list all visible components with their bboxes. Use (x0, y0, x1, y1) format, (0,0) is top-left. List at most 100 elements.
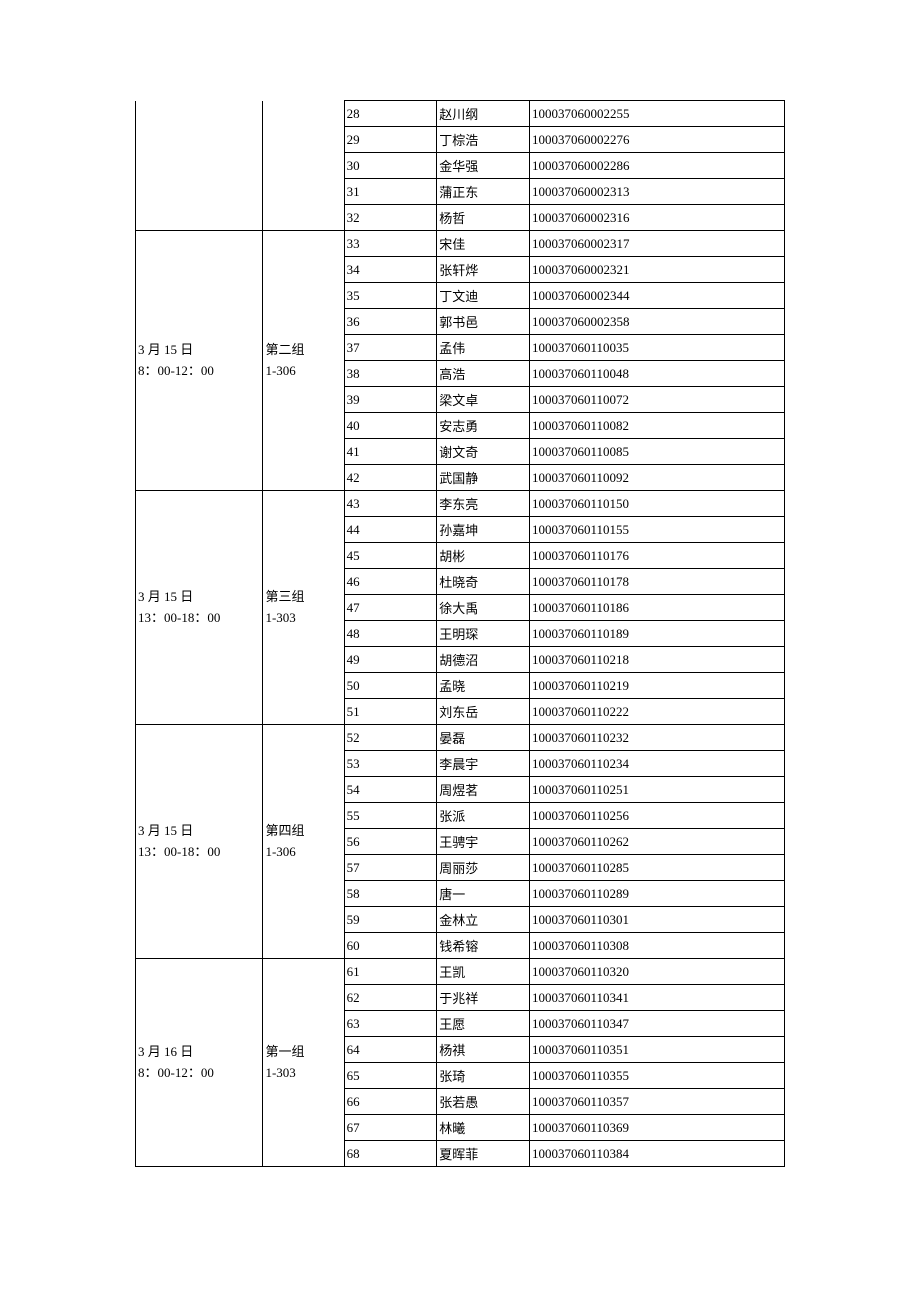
time-label: 13：00-18：00 (138, 608, 260, 629)
person-id: 100037060110320 (529, 959, 784, 985)
schedule-table: 28赵川纲10003706000225529丁棕浩100037060002276… (135, 100, 785, 1167)
person-name: 周丽莎 (437, 855, 530, 881)
sequence-number: 37 (344, 335, 437, 361)
person-id: 100037060110186 (529, 595, 784, 621)
person-name: 杨哲 (437, 205, 530, 231)
person-name: 高浩 (437, 361, 530, 387)
person-id: 100037060002321 (529, 257, 784, 283)
person-id: 100037060110035 (529, 335, 784, 361)
person-name: 于兆祥 (437, 985, 530, 1011)
person-name: 谢文奇 (437, 439, 530, 465)
table-row: 3 月 15 日13：00-18：00第四组1-30652晏磊100037060… (136, 725, 785, 751)
person-id: 100037060110189 (529, 621, 784, 647)
person-id: 100037060110347 (529, 1011, 784, 1037)
time-label: 13：00-18：00 (138, 842, 260, 863)
sequence-number: 60 (344, 933, 437, 959)
sequence-number: 50 (344, 673, 437, 699)
person-id: 100037060110234 (529, 751, 784, 777)
person-name: 武国静 (437, 465, 530, 491)
sequence-number: 58 (344, 881, 437, 907)
date-time-cell: 3 月 16 日8：00-12：00 (136, 959, 263, 1167)
person-name: 赵川纲 (437, 101, 530, 127)
sequence-number: 59 (344, 907, 437, 933)
sequence-number: 56 (344, 829, 437, 855)
person-id: 100037060110355 (529, 1063, 784, 1089)
sequence-number: 32 (344, 205, 437, 231)
date-time-cell: 3 月 15 日8：00-12：00 (136, 231, 263, 491)
sequence-number: 47 (344, 595, 437, 621)
person-id: 100037060110048 (529, 361, 784, 387)
date-time-cell: 3 月 15 日13：00-18：00 (136, 491, 263, 725)
group-room-cell: 第三组1-303 (263, 491, 344, 725)
person-id: 100037060110369 (529, 1115, 784, 1141)
room-label: 1-303 (265, 608, 341, 629)
person-id: 100037060002358 (529, 309, 784, 335)
person-name: 张琦 (437, 1063, 530, 1089)
sequence-number: 46 (344, 569, 437, 595)
sequence-number: 30 (344, 153, 437, 179)
sequence-number: 41 (344, 439, 437, 465)
person-id: 100037060110176 (529, 543, 784, 569)
person-id: 100037060110251 (529, 777, 784, 803)
group-label: 第四组 (265, 821, 341, 842)
person-name: 张轩烨 (437, 257, 530, 283)
person-id: 100037060110092 (529, 465, 784, 491)
person-id: 100037060110155 (529, 517, 784, 543)
sequence-number: 38 (344, 361, 437, 387)
sequence-number: 29 (344, 127, 437, 153)
person-id: 100037060110357 (529, 1089, 784, 1115)
person-name: 孟伟 (437, 335, 530, 361)
date-time-cell (136, 101, 263, 231)
person-name: 晏磊 (437, 725, 530, 751)
person-id: 100037060110178 (529, 569, 784, 595)
sequence-number: 34 (344, 257, 437, 283)
person-name: 林曦 (437, 1115, 530, 1141)
date-time-cell: 3 月 15 日13：00-18：00 (136, 725, 263, 959)
sequence-number: 61 (344, 959, 437, 985)
sequence-number: 39 (344, 387, 437, 413)
person-id: 100037060110384 (529, 1141, 784, 1167)
person-id: 100037060110072 (529, 387, 784, 413)
person-id: 100037060110301 (529, 907, 784, 933)
sequence-number: 55 (344, 803, 437, 829)
date-label: 3 月 15 日 (138, 821, 260, 842)
person-id: 100037060002344 (529, 283, 784, 309)
room-label: 1-306 (265, 842, 341, 863)
person-name: 唐一 (437, 881, 530, 907)
sequence-number: 33 (344, 231, 437, 257)
person-id: 100037060002286 (529, 153, 784, 179)
sequence-number: 65 (344, 1063, 437, 1089)
time-label: 8：00-12：00 (138, 361, 260, 382)
person-id: 100037060002276 (529, 127, 784, 153)
person-id: 100037060110218 (529, 647, 784, 673)
room-label: 1-306 (265, 361, 341, 382)
person-name: 王愿 (437, 1011, 530, 1037)
table-row: 28赵川纲100037060002255 (136, 101, 785, 127)
person-id: 100037060110219 (529, 673, 784, 699)
person-name: 钱希镕 (437, 933, 530, 959)
person-name: 金林立 (437, 907, 530, 933)
person-name: 宋佳 (437, 231, 530, 257)
person-id: 100037060002313 (529, 179, 784, 205)
group-room-cell (263, 101, 344, 231)
group-label: 第二组 (265, 340, 341, 361)
sequence-number: 66 (344, 1089, 437, 1115)
group-room-cell: 第四组1-306 (263, 725, 344, 959)
person-name: 李晨宇 (437, 751, 530, 777)
group-room-cell: 第一组1-303 (263, 959, 344, 1167)
date-label: 3 月 16 日 (138, 1042, 260, 1063)
person-name: 梁文卓 (437, 387, 530, 413)
sequence-number: 45 (344, 543, 437, 569)
person-name: 胡彬 (437, 543, 530, 569)
sequence-number: 51 (344, 699, 437, 725)
sequence-number: 42 (344, 465, 437, 491)
group-label: 第三组 (265, 587, 341, 608)
person-id: 100037060110085 (529, 439, 784, 465)
sequence-number: 64 (344, 1037, 437, 1063)
sequence-number: 35 (344, 283, 437, 309)
person-name: 李东亮 (437, 491, 530, 517)
person-name: 丁棕浩 (437, 127, 530, 153)
person-name: 张派 (437, 803, 530, 829)
person-name: 郭书邑 (437, 309, 530, 335)
person-name: 徐大禹 (437, 595, 530, 621)
